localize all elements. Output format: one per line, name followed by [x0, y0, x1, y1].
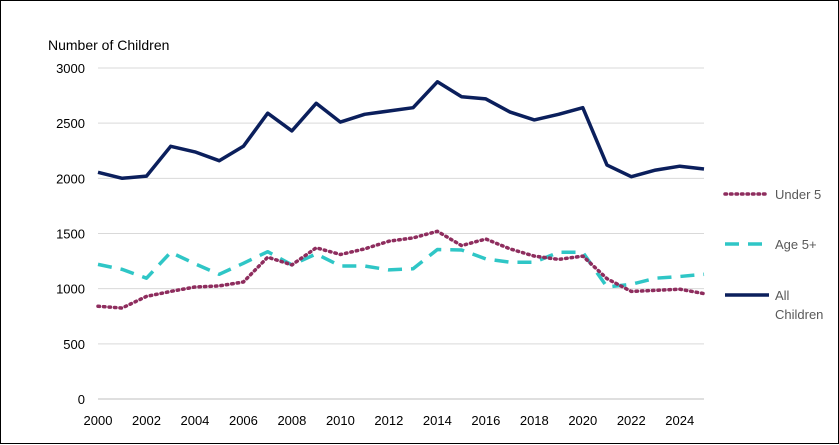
- x-tick-label: 2022: [617, 413, 646, 428]
- gridlines: [98, 67, 704, 345]
- y-tick-label: 1500: [56, 227, 85, 242]
- x-tick-label: 2008: [277, 413, 306, 428]
- legend: Under 5 Age 5+ All Children: [723, 187, 823, 322]
- series-line-under-5: [96, 229, 706, 310]
- x-tick-label: 2012: [374, 413, 403, 428]
- legend-label-all-children: All Children: [775, 288, 823, 322]
- y-tick-labels: 0 500 1000 1500 2000 2500 3000: [56, 61, 85, 407]
- x-tick-label: 2000: [84, 413, 113, 428]
- y-tick-label: 1000: [56, 282, 85, 297]
- legend-label-age-5-: Age 5+: [775, 237, 817, 252]
- y-tick-label: 500: [63, 337, 85, 352]
- legend-label-under-5: Under 5: [775, 187, 821, 202]
- x-tick-label: 2020: [568, 413, 597, 428]
- series-lines: [96, 80, 706, 310]
- y-axis-title: Number of Children: [48, 37, 169, 53]
- x-tick-label: 2018: [520, 413, 549, 428]
- y-tick-label: 2500: [56, 116, 85, 131]
- x-tick-label: 2014: [423, 413, 452, 428]
- x-tick-label: 2004: [180, 413, 209, 428]
- y-tick-label: 3000: [56, 61, 85, 76]
- x-tick-label: 2024: [665, 413, 694, 428]
- x-tick-label: 2010: [326, 413, 355, 428]
- x-tick-label: 2002: [132, 413, 161, 428]
- x-tick-label: 2016: [471, 413, 500, 428]
- y-tick-label: 0: [78, 392, 85, 407]
- series-line-age-5-: [97, 247, 705, 289]
- x-tick-labels: 2000 2002 2004 2006 2008 2010 2012 2014 2016 2018…: [84, 413, 695, 428]
- y-tick-label: 2000: [56, 171, 85, 186]
- x-tick-label: 2006: [229, 413, 258, 428]
- series-line-all-children: [97, 80, 705, 181]
